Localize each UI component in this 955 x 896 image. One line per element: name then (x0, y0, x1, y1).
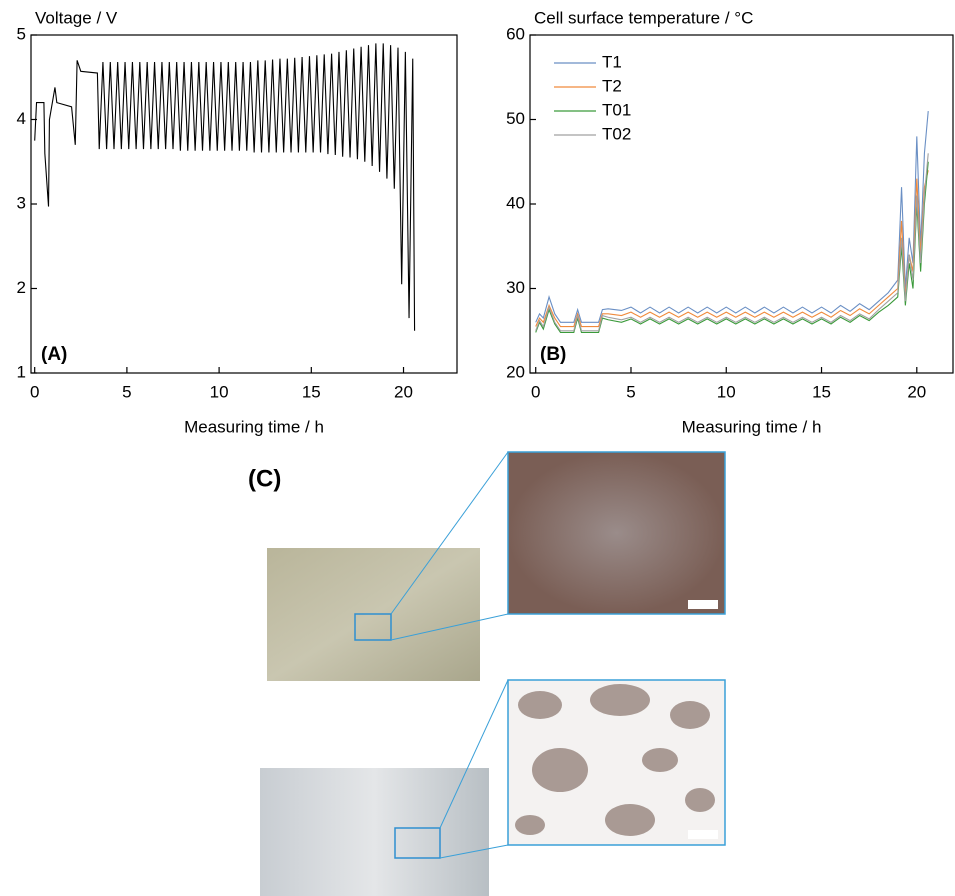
panel-label: (B) (540, 344, 566, 365)
y-tick-label: 20 (506, 362, 525, 381)
data-line (34, 43, 416, 331)
legend-label: T02 (602, 124, 631, 143)
x-tick-label: 5 (122, 382, 131, 401)
panel-label: (A) (41, 344, 67, 365)
zoom-box (354, 613, 392, 641)
zoom-box (394, 827, 441, 859)
axis-title: Cell surface temperature / °C (534, 8, 753, 27)
x-tick-label: 10 (210, 382, 229, 401)
y-tick-label: 30 (506, 278, 525, 297)
y-tick-label: 40 (506, 193, 525, 212)
axis-title: Voltage / V (35, 8, 118, 27)
x-axis-label: Measuring time / h (682, 417, 822, 436)
zoom-line (439, 844, 509, 859)
x-tick-label: 20 (394, 382, 413, 401)
y-tick-label: 60 (506, 24, 525, 43)
x-tick-label: 15 (812, 382, 831, 401)
y-tick-label: 1 (17, 362, 26, 381)
legend-label: T01 (602, 100, 631, 119)
y-tick-label: 4 (17, 109, 26, 128)
x-tick-label: 20 (907, 382, 926, 401)
x-tick-label: 10 (717, 382, 736, 401)
data-line (535, 153, 929, 332)
panel-label: (C) (248, 465, 281, 492)
x-tick-label: 0 (30, 382, 39, 401)
y-tick-label: 3 (17, 193, 26, 212)
x-tick-label: 5 (626, 382, 635, 401)
data-line (535, 161, 929, 333)
zoom-line (439, 679, 509, 829)
panel-c: (C) (248, 451, 726, 896)
x-tick-label: 15 (302, 382, 321, 401)
zoom-line (390, 613, 509, 641)
y-tick-label: 2 (17, 278, 26, 297)
zoom-line (390, 451, 509, 615)
y-tick-label: 50 (506, 109, 525, 128)
x-tick-label: 0 (531, 382, 540, 401)
particles (515, 684, 715, 836)
y-tick-label: 5 (17, 24, 26, 43)
micrograph (507, 451, 726, 615)
legend-label: T2 (602, 76, 622, 95)
photo (260, 768, 489, 896)
x-axis-label: Measuring time / h (184, 417, 324, 436)
data-line (535, 111, 929, 323)
scale-bar (688, 600, 718, 609)
legend-label: T1 (602, 52, 622, 71)
scale-bar (688, 830, 718, 839)
data-line (535, 170, 929, 328)
